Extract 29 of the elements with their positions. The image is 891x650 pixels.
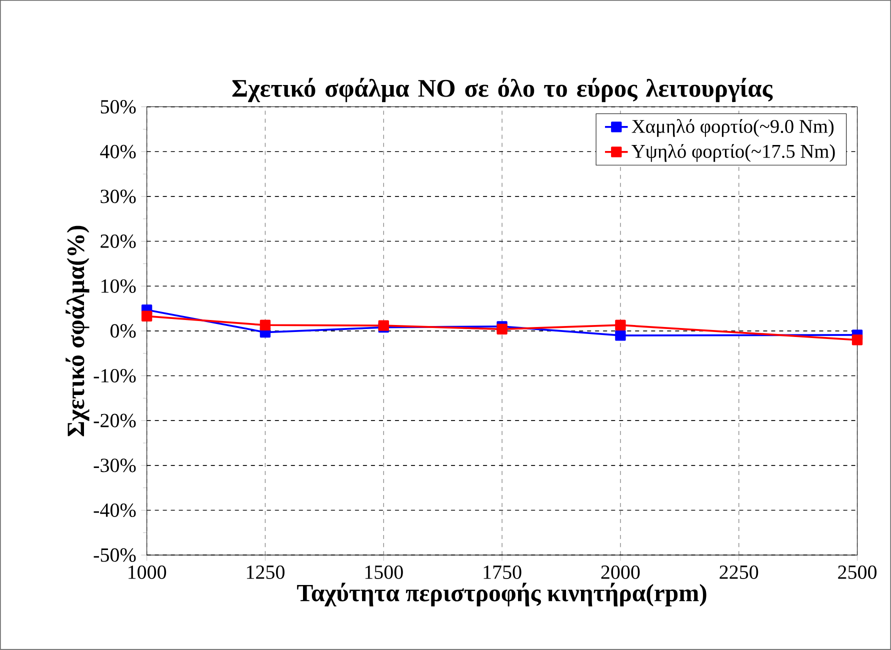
y-tick-label: 30% <box>100 190 136 204</box>
x-tick-label: 1000 <box>128 566 166 580</box>
y-tick-label: 0% <box>110 324 136 338</box>
point <box>615 330 626 341</box>
point <box>260 320 271 331</box>
point <box>852 334 863 346</box>
x-tick-label: 2000 <box>601 566 640 580</box>
y-tick-label: -50% <box>94 548 136 562</box>
y-tick-label: -30% <box>94 458 136 472</box>
x-axis-title: Ταχύτητα περιστροφής κινητήρα(rpm) <box>297 582 706 606</box>
point <box>141 310 152 322</box>
y-tick-label: 40% <box>100 144 136 158</box>
y-tick-label: 10% <box>101 279 136 293</box>
legend-label: Χαμηλό φορτίο(~9.0 Nm) <box>632 119 834 137</box>
y-tick-label: 20% <box>100 234 136 248</box>
legend-label: Υψηλό φορτίο(~17.5 Nm) <box>632 144 835 162</box>
chart-title: Σχετικό σφάλμα NO σε όλο το εύρος λειτουργίας <box>232 78 773 102</box>
y-tick-label: -20% <box>94 414 136 428</box>
x-tick-label: 1500 <box>365 566 403 580</box>
y-tick-label: -10% <box>94 369 136 383</box>
y-axis-title: Σχετικό σφάλμα(%) <box>66 226 90 436</box>
x-tick-label: 2250 <box>720 566 758 580</box>
x-tick-label: 1250 <box>246 566 284 580</box>
y-tick-label: -40% <box>94 504 136 518</box>
point <box>496 324 508 335</box>
x-tick-label: 2500 <box>838 566 877 580</box>
x-tick-label: 1750 <box>484 566 522 580</box>
point <box>615 320 626 331</box>
y-tick-label: 50% <box>100 100 136 114</box>
